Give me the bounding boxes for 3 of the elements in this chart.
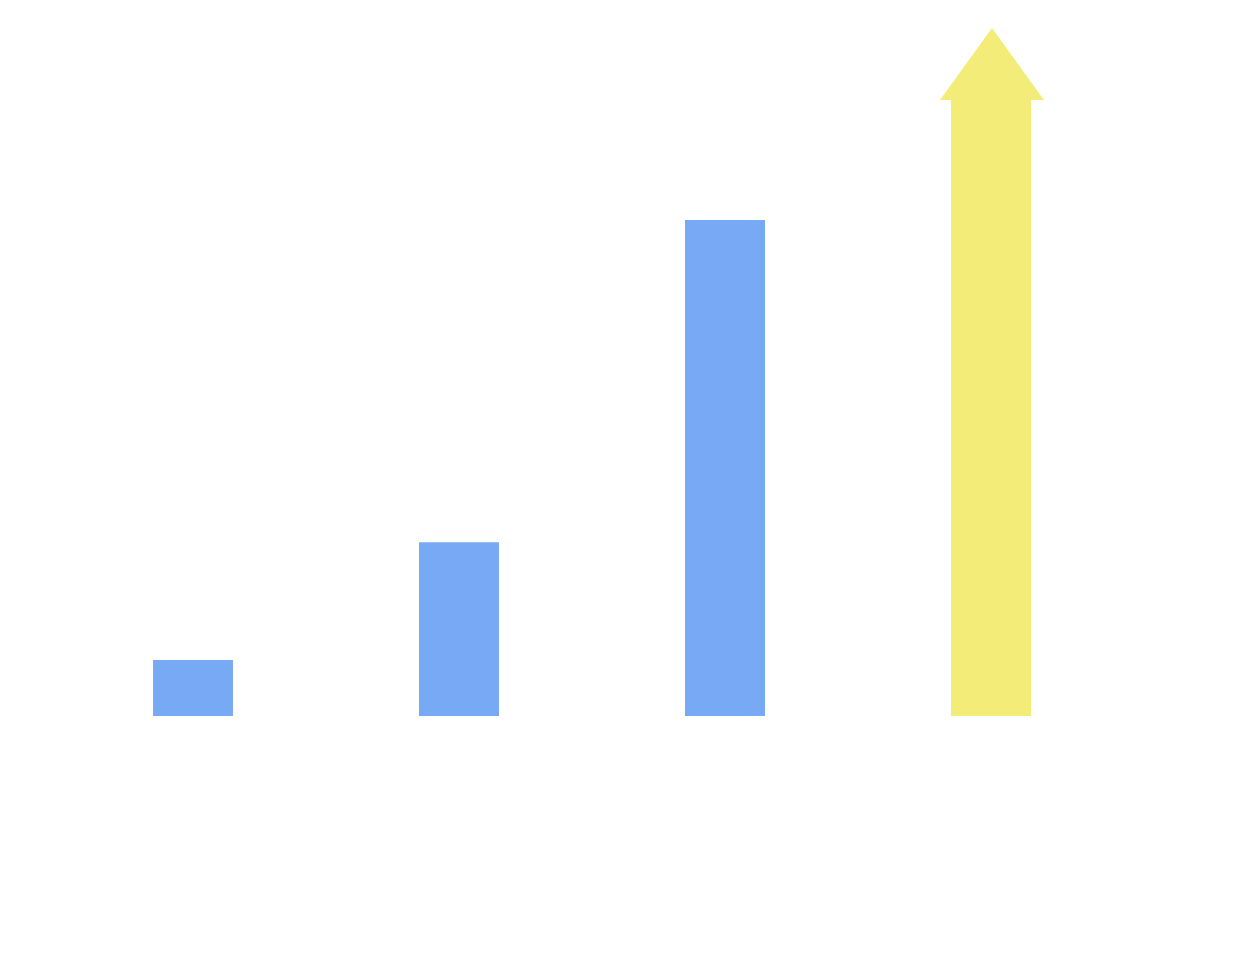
bar <box>685 220 765 716</box>
bar <box>153 659 233 716</box>
bar <box>419 542 499 716</box>
